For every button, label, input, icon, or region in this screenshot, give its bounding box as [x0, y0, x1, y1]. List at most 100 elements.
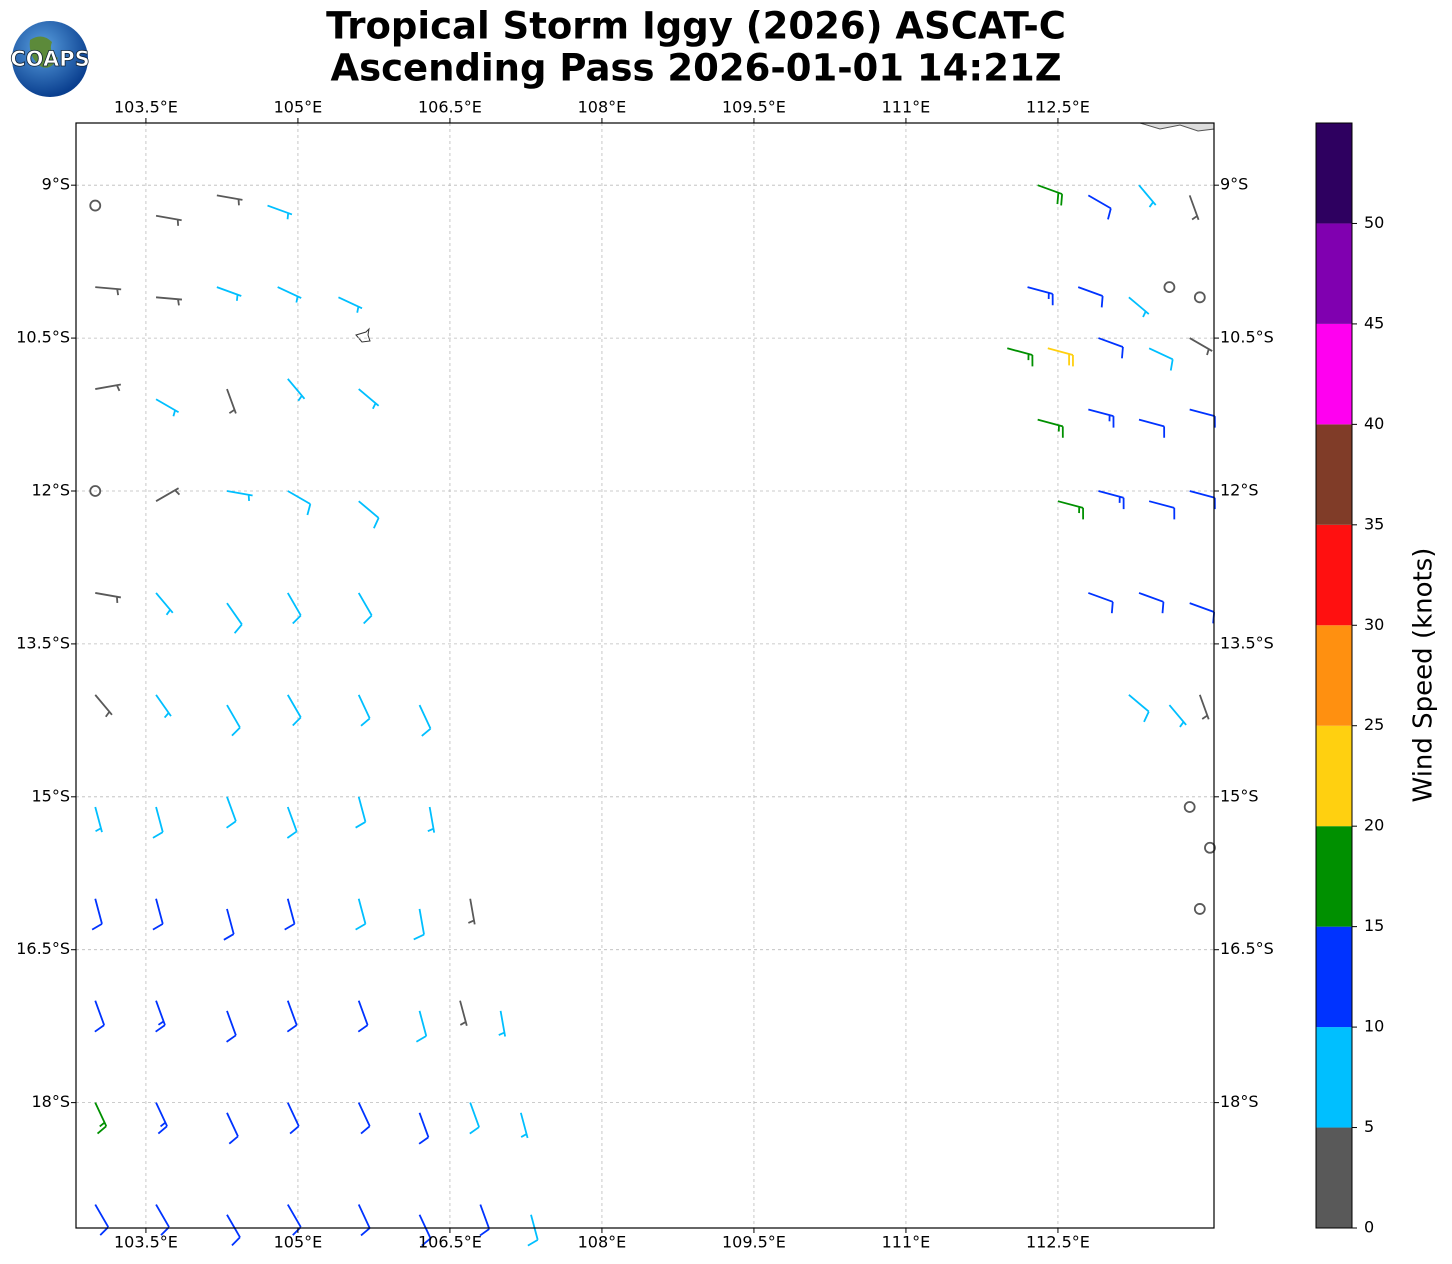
wind-barb — [284, 898, 296, 931]
y-tick-label: 9°S — [42, 175, 70, 194]
wind-barb — [155, 1204, 170, 1236]
title: Tropical Storm Iggy (2026) ASCAT-C — [326, 5, 1066, 48]
wind-barb — [413, 908, 425, 941]
y-tick-label: 13.5°S — [1220, 633, 1274, 652]
wind-barb — [1188, 195, 1200, 221]
wind-barb — [226, 1214, 241, 1246]
y-tick-label: 15°S — [1220, 786, 1259, 805]
logo-land — [29, 36, 58, 68]
wind-barb — [358, 500, 380, 529]
calm-marker — [1163, 281, 1176, 294]
wind-barb — [155, 296, 183, 306]
wind-barb — [94, 1102, 108, 1135]
wind-barb — [519, 1112, 529, 1139]
calm-marker — [1193, 291, 1206, 304]
wind-barb — [1027, 286, 1054, 306]
wind-barb — [1007, 347, 1034, 367]
colorbar-segment — [1316, 826, 1352, 927]
calm-marker — [89, 485, 102, 497]
wind-barb — [527, 1214, 539, 1247]
wind-barb — [95, 383, 122, 392]
wind-barb — [155, 1102, 168, 1135]
wind-barb — [1098, 490, 1125, 510]
wind-barb — [1189, 490, 1216, 510]
wind-barb — [498, 1010, 506, 1037]
wind-barb — [1138, 184, 1157, 208]
wind-barb — [287, 592, 302, 625]
wind-barb — [155, 214, 182, 226]
wind-barb — [1098, 337, 1124, 359]
y-tick-label: 10.5°S — [16, 328, 70, 347]
wind-barb — [459, 1000, 468, 1027]
wind-barb — [287, 1204, 302, 1236]
wind-barb — [1128, 694, 1150, 723]
wind-barb — [1087, 194, 1112, 220]
wind-barb — [226, 388, 237, 414]
x-tick-label: 103.5°E — [114, 98, 178, 117]
x-tick-label: 109.5°E — [722, 1233, 786, 1252]
colorbar-segment — [1316, 926, 1352, 1028]
y-tick-label: 12°S — [1220, 480, 1259, 499]
colorbar-tick-label: 15 — [1364, 916, 1384, 935]
wind-barb — [226, 1112, 239, 1145]
colorbar-tick-label: 35 — [1364, 514, 1384, 533]
wind-barb — [91, 898, 103, 931]
calm-marker — [1193, 903, 1206, 915]
x-tick-label: 106.5°E — [418, 1233, 482, 1252]
colorbar-tick-label: 25 — [1364, 715, 1384, 734]
wind-barb — [155, 1000, 166, 1033]
colorbar-segment — [1316, 524, 1352, 626]
wind-barb — [1077, 286, 1104, 308]
wind-barb — [1128, 296, 1150, 318]
wind-barb — [155, 398, 180, 417]
wind-barb — [287, 378, 306, 402]
wind-barb — [226, 796, 237, 829]
x-tick-label: 108°E — [578, 1233, 627, 1252]
wind-barb — [152, 806, 164, 839]
wind-barb — [216, 194, 243, 206]
wind-barb — [287, 694, 302, 727]
wind-barb — [418, 1112, 430, 1145]
calm-marker — [1183, 801, 1196, 813]
wind-barb — [155, 487, 181, 502]
wind-barb — [226, 602, 243, 634]
wind-barb — [357, 1000, 369, 1033]
wind-barb — [1138, 592, 1165, 614]
wind-barb — [1037, 418, 1064, 438]
wind-barb — [94, 1204, 110, 1236]
x-tick-label: 103.5°E — [114, 1233, 178, 1252]
wind-barb — [468, 898, 476, 925]
wind-barb — [1088, 408, 1115, 428]
wind-barb — [355, 898, 367, 931]
y-tick-label: 15°S — [31, 786, 70, 805]
wind-barb — [94, 694, 113, 718]
x-tick-label: 105°E — [274, 1233, 323, 1252]
wind-barb — [277, 286, 302, 303]
x-tick-label: 105°E — [274, 98, 323, 117]
wind-barb — [1148, 500, 1176, 520]
wind-barb — [355, 796, 367, 829]
wind-barb — [479, 1204, 491, 1237]
wind-barb — [286, 1102, 300, 1135]
wind-barb — [1189, 337, 1213, 356]
colorbar-segment — [1316, 725, 1352, 827]
wind-barb — [94, 1000, 105, 1033]
land — [1139, 122, 1215, 132]
wind-barb — [223, 908, 235, 941]
wind-barb — [287, 490, 312, 516]
wind-barb — [286, 1000, 298, 1033]
wind-barb — [216, 286, 242, 301]
wind-barb — [1047, 347, 1074, 367]
wind-barb — [357, 694, 371, 727]
wind-barb — [469, 1102, 480, 1135]
wind-barb — [1037, 184, 1064, 206]
wind-barb — [338, 296, 363, 313]
colorbar-tick-label: 50 — [1364, 213, 1384, 232]
colorbar-segment — [1316, 625, 1352, 726]
x-tick-label: 109.5°E — [722, 98, 786, 117]
wind-barb — [427, 806, 436, 833]
wind-barb — [1057, 500, 1085, 520]
wind-barb — [357, 592, 373, 625]
wind-barb — [267, 204, 293, 220]
